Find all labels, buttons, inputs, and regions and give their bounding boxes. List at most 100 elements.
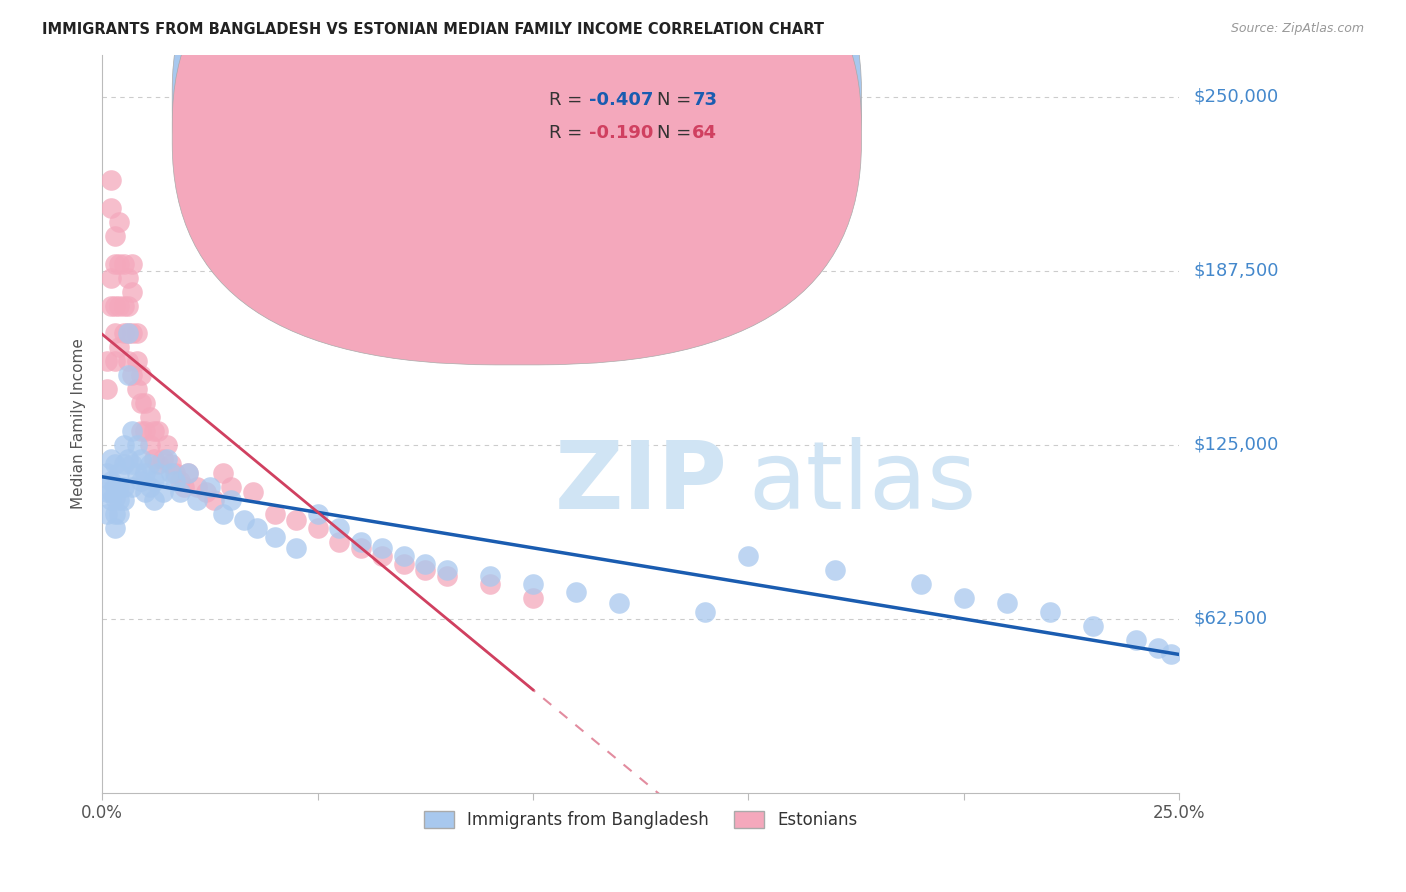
Point — [104, 326, 127, 341]
Text: R =: R = — [550, 124, 588, 143]
Point — [117, 326, 139, 341]
Point — [177, 466, 200, 480]
Point — [910, 577, 932, 591]
Text: atlas: atlas — [748, 437, 977, 529]
Point — [392, 549, 415, 563]
Point — [221, 493, 243, 508]
Point — [263, 530, 285, 544]
Point — [134, 424, 156, 438]
Text: R =: R = — [550, 91, 588, 109]
Point — [186, 479, 208, 493]
Point — [285, 513, 308, 527]
Point — [307, 508, 329, 522]
Point — [995, 596, 1018, 610]
Point — [242, 485, 264, 500]
Point — [952, 591, 974, 605]
Point — [134, 396, 156, 410]
Point — [100, 485, 122, 500]
Point — [112, 257, 135, 271]
Point — [117, 368, 139, 383]
Text: $187,500: $187,500 — [1194, 262, 1278, 280]
Point — [152, 451, 174, 466]
Point — [607, 596, 630, 610]
Point — [100, 299, 122, 313]
Point — [695, 605, 717, 619]
Point — [104, 229, 127, 244]
Text: ZIP: ZIP — [554, 437, 727, 529]
Point — [1081, 618, 1104, 632]
Point — [121, 424, 143, 438]
Text: N =: N = — [657, 124, 697, 143]
Point — [824, 563, 846, 577]
Text: $125,000: $125,000 — [1194, 436, 1278, 454]
Point — [142, 493, 165, 508]
Y-axis label: Median Family Income: Median Family Income — [72, 338, 86, 509]
Point — [104, 299, 127, 313]
Point — [96, 485, 118, 500]
Point — [194, 485, 217, 500]
Point — [100, 173, 122, 187]
Point — [142, 451, 165, 466]
Point — [117, 299, 139, 313]
Point — [371, 549, 394, 563]
Point — [350, 541, 373, 555]
Point — [108, 493, 131, 508]
Point — [169, 485, 191, 500]
Point — [129, 424, 152, 438]
Point — [285, 541, 308, 555]
Point — [121, 285, 143, 299]
Point — [436, 563, 458, 577]
FancyBboxPatch shape — [479, 78, 803, 162]
Point — [565, 585, 588, 599]
Point — [165, 466, 187, 480]
Point — [169, 474, 191, 488]
Point — [108, 299, 131, 313]
Point — [104, 457, 127, 471]
Point — [160, 457, 183, 471]
Point — [371, 541, 394, 555]
Point — [350, 535, 373, 549]
Point — [112, 493, 135, 508]
Point — [142, 424, 165, 438]
Point — [125, 382, 148, 396]
Text: -0.407: -0.407 — [589, 91, 654, 109]
Point — [125, 466, 148, 480]
Point — [100, 270, 122, 285]
Point — [152, 485, 174, 500]
Point — [198, 479, 221, 493]
Point — [108, 466, 131, 480]
Point — [173, 479, 195, 493]
Point — [522, 577, 544, 591]
Point — [121, 368, 143, 383]
Text: IMMIGRANTS FROM BANGLADESH VS ESTONIAN MEDIAN FAMILY INCOME CORRELATION CHART: IMMIGRANTS FROM BANGLADESH VS ESTONIAN M… — [42, 22, 824, 37]
Text: N =: N = — [657, 91, 697, 109]
Point — [104, 257, 127, 271]
Point — [328, 521, 350, 535]
Text: -0.190: -0.190 — [589, 124, 654, 143]
Point — [125, 354, 148, 368]
Text: 73: 73 — [692, 91, 717, 109]
Point — [148, 457, 170, 471]
Point — [125, 326, 148, 341]
Point — [156, 438, 179, 452]
Point — [108, 215, 131, 229]
Point — [112, 479, 135, 493]
Point — [117, 270, 139, 285]
FancyBboxPatch shape — [172, 0, 862, 332]
Point — [413, 563, 436, 577]
Point — [138, 438, 160, 452]
Point — [100, 474, 122, 488]
Point — [104, 491, 127, 505]
Point — [121, 326, 143, 341]
Point — [160, 466, 183, 480]
Legend: Immigrants from Bangladesh, Estonians: Immigrants from Bangladesh, Estonians — [418, 805, 865, 836]
Point — [202, 493, 225, 508]
Point — [478, 577, 501, 591]
Point — [211, 508, 233, 522]
Point — [112, 457, 135, 471]
Point — [108, 340, 131, 354]
Point — [121, 479, 143, 493]
Point — [142, 474, 165, 488]
Point — [104, 479, 127, 493]
Point — [129, 396, 152, 410]
